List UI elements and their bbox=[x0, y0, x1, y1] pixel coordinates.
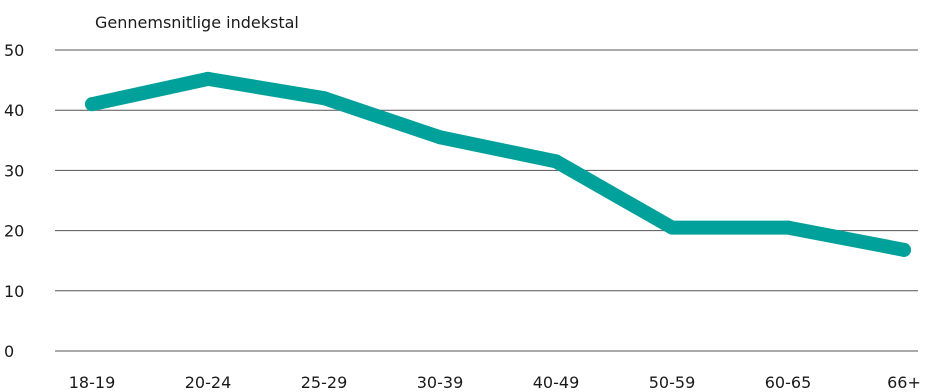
data-point bbox=[665, 220, 679, 235]
data-point bbox=[549, 154, 563, 169]
x-tick-label: 18-19 bbox=[69, 373, 116, 392]
y-axis-title: Gennemsnitlige indekstal bbox=[95, 13, 299, 32]
y-tick-label: 30 bbox=[4, 161, 24, 180]
data-point bbox=[85, 97, 99, 112]
data-point bbox=[781, 220, 795, 235]
x-tick-label: 25-29 bbox=[301, 373, 348, 392]
data-point bbox=[433, 130, 447, 145]
y-tick-label: 10 bbox=[4, 282, 24, 301]
x-tick-label: 60-65 bbox=[765, 373, 812, 392]
series-line bbox=[85, 71, 911, 257]
y-tick-label: 40 bbox=[4, 101, 24, 120]
x-tick-label: 30-39 bbox=[417, 373, 464, 392]
x-tick-label: 20-24 bbox=[185, 373, 232, 392]
x-tick-label: 40-49 bbox=[533, 373, 580, 392]
data-point bbox=[201, 71, 215, 86]
data-point bbox=[317, 91, 331, 106]
x-tick-label: 66+ bbox=[887, 373, 921, 392]
y-tick-label: 0 bbox=[4, 342, 14, 361]
y-tick-label: 20 bbox=[4, 222, 24, 241]
y-tick-label: 50 bbox=[4, 41, 24, 60]
data-point bbox=[897, 242, 911, 257]
x-tick-label: 50-59 bbox=[649, 373, 696, 392]
